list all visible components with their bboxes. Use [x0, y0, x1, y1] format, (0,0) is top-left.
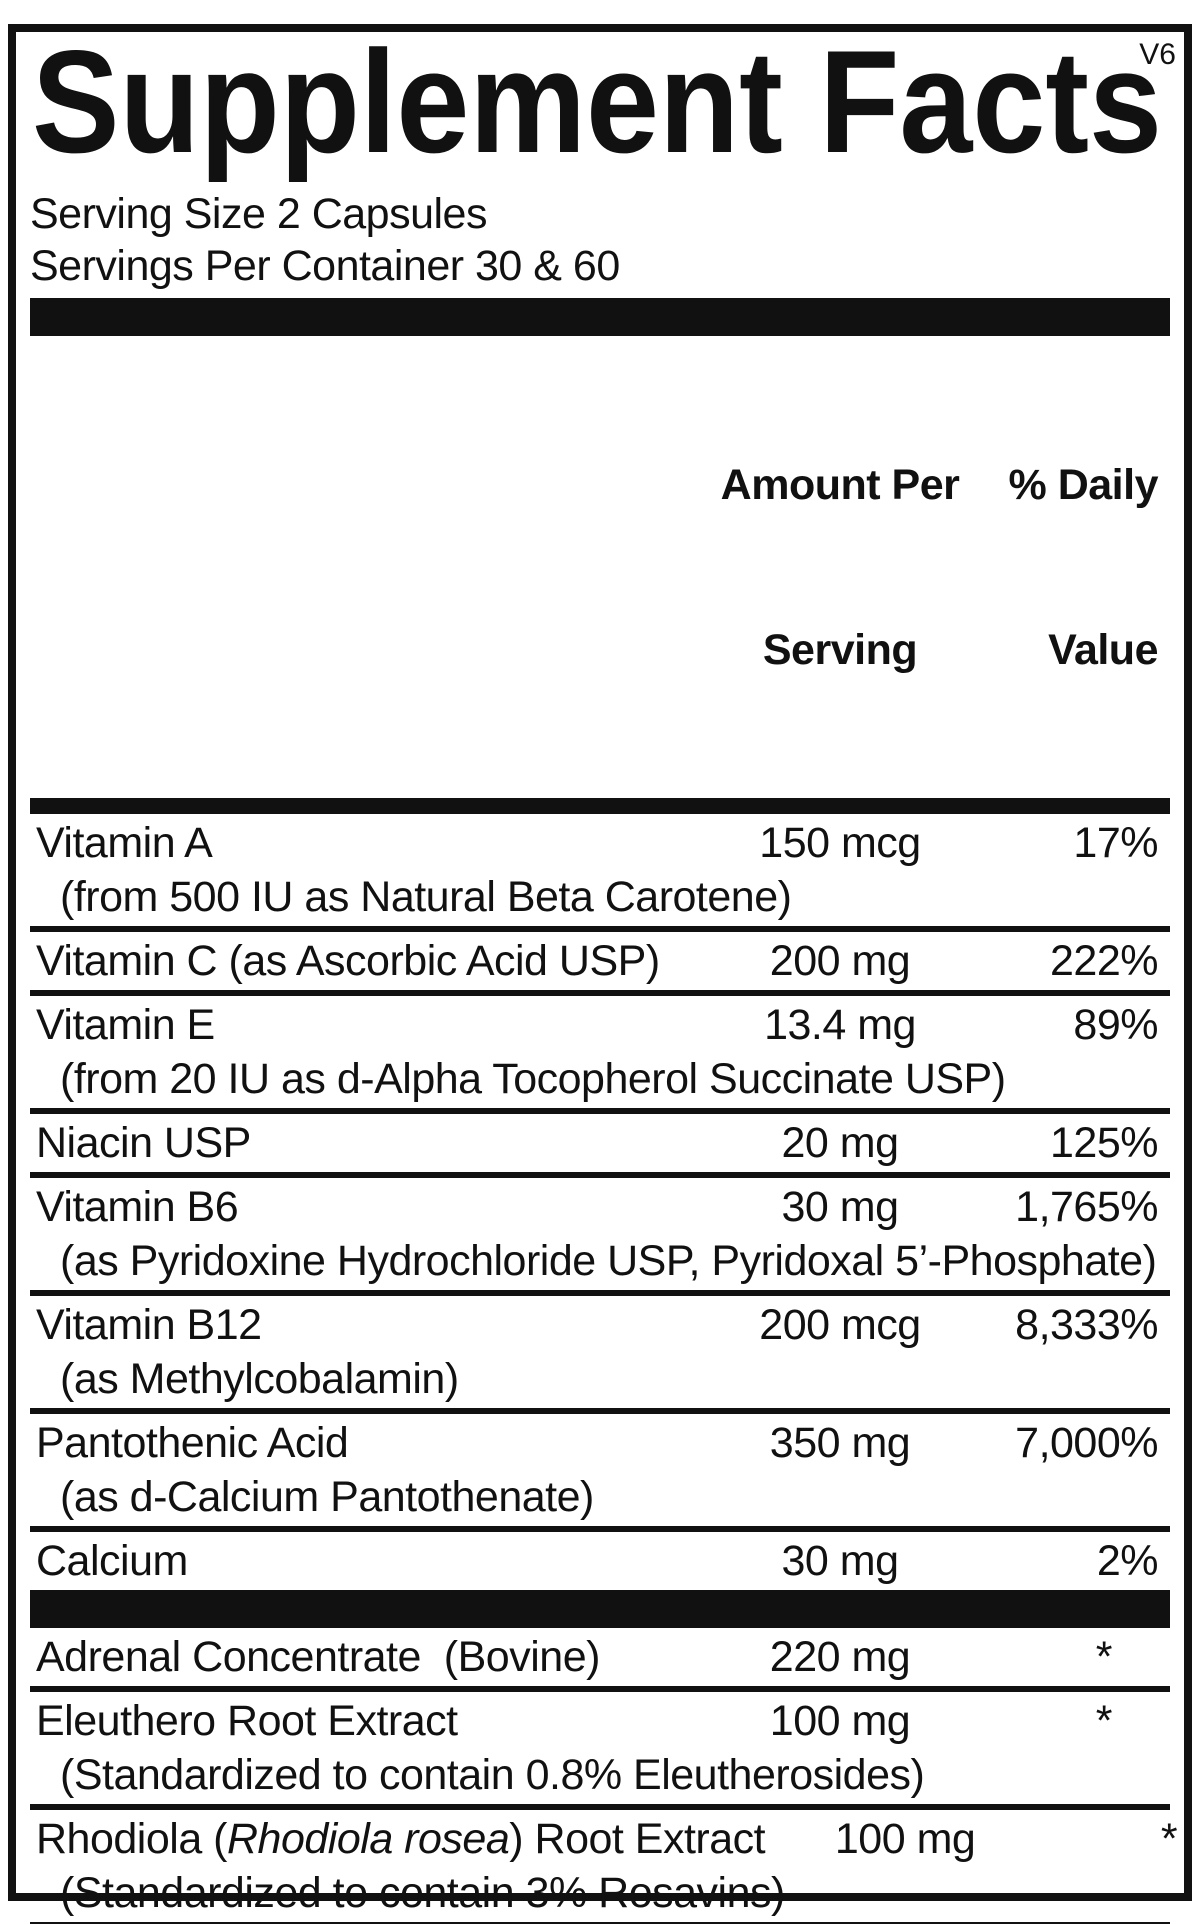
herbal-rows: Adrenal Concentrate (Bovine) 220 mg * Eleut… [30, 1628, 1178, 1924]
ingredient-name: Vitamin E [36, 1001, 215, 1049]
supplement-facts-panel: Supplement Facts V6 Serving Size 2 Capsu… [8, 24, 1192, 1924]
column-header-amount-line2: Serving [762, 626, 918, 674]
title-graphic: Supplement Facts [32, 36, 1162, 182]
ingredient-row-main: Adrenal Concentrate (Bovine) 220 mg * [30, 1632, 1170, 1682]
column-header-daily-value: % Daily Value [980, 348, 1170, 788]
ingredient-row-main: Vitamin B12 200 mcg 8,333% [30, 1300, 1170, 1350]
ingredient-amount: 200 mcg [759, 1301, 921, 1349]
ingredient-row: Rhodiola (Rhodiola rosea) Root Extract 10… [30, 1810, 1178, 1924]
ingredient-name: Niacin USP [36, 1119, 251, 1167]
ingredient-daily-value: 125% [1050, 1119, 1158, 1167]
ingredient-amount: 30 mg [781, 1183, 899, 1231]
ingredient-row-main: Rhodiola (Rhodiola rosea) Root Extract 10… [30, 1814, 1178, 1864]
ingredient-daily-value: 1,765% [1015, 1183, 1158, 1231]
ingredient-row-main: Eleuthero Root Extract 100 mg * [30, 1696, 1170, 1746]
ingredient-row: Pantothenic Acid 350 mg 7,000% (as d-Calciu… [30, 1414, 1170, 1532]
ingredient-name: Vitamin B6 [36, 1183, 239, 1231]
ingredient-amount: 200 mg [769, 937, 911, 985]
page-title: Supplement Facts [32, 36, 1162, 182]
ingredient-amount: 220 mg [769, 1633, 911, 1681]
ingredient-row: Vitamin B12 200 mcg 8,333% (as Methylcobala… [30, 1296, 1170, 1414]
ingredient-name: Eleuthero Root Extract [36, 1697, 458, 1745]
ingredient-amount: 350 mg [769, 1419, 911, 1467]
ingredient-row-main: Pantothenic Acid 350 mg 7,000% [30, 1418, 1170, 1468]
ingredient-dv-asterisk: * [1160, 1815, 1178, 1863]
ingredient-row: Eleuthero Root Extract 100 mg * (Standardiz… [30, 1692, 1170, 1810]
column-header-amount-line1: Amount Per [720, 461, 960, 509]
ingredient-detail: (Standardized to contain 3% Rosavins) [60, 1869, 785, 1917]
ingredient-daily-value: 89% [1073, 1001, 1158, 1049]
ingredient-row: Calcium 30 mg 2% [30, 1532, 1170, 1590]
column-header-row: Amount Per Serving % Daily Value [30, 336, 1170, 798]
ingredient-row-main: Niacin USP 20 mg 125% [30, 1118, 1170, 1168]
ingredient-daily-value: 2% [1096, 1537, 1159, 1585]
ingredient-name: Calcium [36, 1537, 188, 1585]
ingredient-detail: (Standardized to contain 0.8% Eleutheros… [60, 1751, 925, 1799]
ingredient-amount: 150 mcg [759, 819, 921, 867]
ingredient-name: Vitamin C (as Ascorbic Acid USP) [36, 937, 660, 985]
column-header-spacer [30, 348, 700, 788]
section-divider-bar-top [30, 298, 1170, 336]
ingredient-detail: (from 500 IU as Natural Beta Carotene) [60, 873, 792, 921]
ingredient-detail: (from 20 IU as d-Alpha Tocopherol Succin… [60, 1055, 1006, 1103]
ingredient-name-latin: Rhodiola rosea [227, 1815, 510, 1863]
version-label: V6 [1139, 38, 1176, 71]
ingredient-row-main: Vitamin C (as Ascorbic Acid USP) 200 mg 22… [30, 936, 1170, 986]
vitamin-rows: Vitamin A 150 mcg 17% (from 500 IU as Natur… [30, 814, 1170, 1590]
ingredient-dv-asterisk: * [1095, 1697, 1113, 1745]
ingredient-amount: 13.4 mg [764, 1001, 916, 1049]
serving-size-text: Serving Size 2 Capsules [30, 190, 487, 238]
section-divider-bar-middle [30, 1590, 1170, 1628]
ingredient-amount: 100 mg [769, 1697, 911, 1745]
ingredient-name: Adrenal Concentrate (Bovine) [36, 1633, 600, 1681]
ingredient-row: Vitamin B6 30 mg 1,765% (as Pyridoxine Hydr… [30, 1178, 1170, 1296]
column-header-dv-line1: % Daily [1008, 461, 1159, 509]
ingredient-detail: (as Pyridoxine Hydrochloride USP, Pyrido… [60, 1237, 1157, 1285]
ingredient-row: Vitamin E 13.4 mg 89% (from 20 IU as d-Alph… [30, 996, 1170, 1114]
ingredient-detail: (as Methylcobalamin) [60, 1355, 459, 1403]
header-divider-bar [30, 798, 1170, 814]
ingredient-amount: 30 mg [781, 1537, 899, 1585]
ingredient-name: Vitamin B12 [36, 1301, 262, 1349]
ingredient-daily-value: 17% [1073, 819, 1158, 867]
ingredient-amount: 100 mg [834, 1815, 976, 1863]
ingredient-dv-asterisk: * [1095, 1633, 1113, 1681]
column-header-amount: Amount Per Serving [700, 348, 980, 788]
ingredient-name: Pantothenic Acid [36, 1419, 349, 1467]
ingredient-name-post: ) Root Extract [509, 1815, 766, 1863]
column-header-dv-line2: Value [1048, 626, 1158, 674]
ingredient-name-pre: Rhodiola ( [36, 1815, 228, 1863]
ingredient-name: Vitamin A [36, 819, 213, 867]
ingredient-row-main: Vitamin B6 30 mg 1,765% [30, 1182, 1170, 1232]
ingredient-row: Vitamin A 150 mcg 17% (from 500 IU as Natur… [30, 814, 1170, 932]
title-row: Supplement Facts V6 [30, 36, 1176, 188]
ingredient-row: Adrenal Concentrate (Bovine) 220 mg * [30, 1628, 1170, 1692]
ingredient-daily-value: 222% [1050, 937, 1158, 985]
ingredient-row: Vitamin C (as Ascorbic Acid USP) 200 mg 22… [30, 932, 1170, 996]
ingredient-daily-value: 8,333% [1015, 1301, 1158, 1349]
ingredient-name: Rhodiola (Rhodiola rosea) Root Extract [30, 1814, 766, 1864]
ingredient-row-main: Vitamin A 150 mcg 17% [30, 818, 1170, 868]
ingredient-amount: 20 mg [781, 1119, 899, 1167]
ingredient-row-main: Calcium 30 mg 2% [30, 1536, 1170, 1586]
servings-per-container-text: Servings Per Container 30 & 60 [30, 242, 620, 290]
ingredient-row: Niacin USP 20 mg 125% [30, 1114, 1170, 1178]
ingredient-detail: (as d-Calcium Pantothenate) [60, 1473, 594, 1521]
ingredient-daily-value: 7,000% [1015, 1419, 1158, 1467]
ingredient-row-main: Vitamin E 13.4 mg 89% [30, 1000, 1170, 1050]
